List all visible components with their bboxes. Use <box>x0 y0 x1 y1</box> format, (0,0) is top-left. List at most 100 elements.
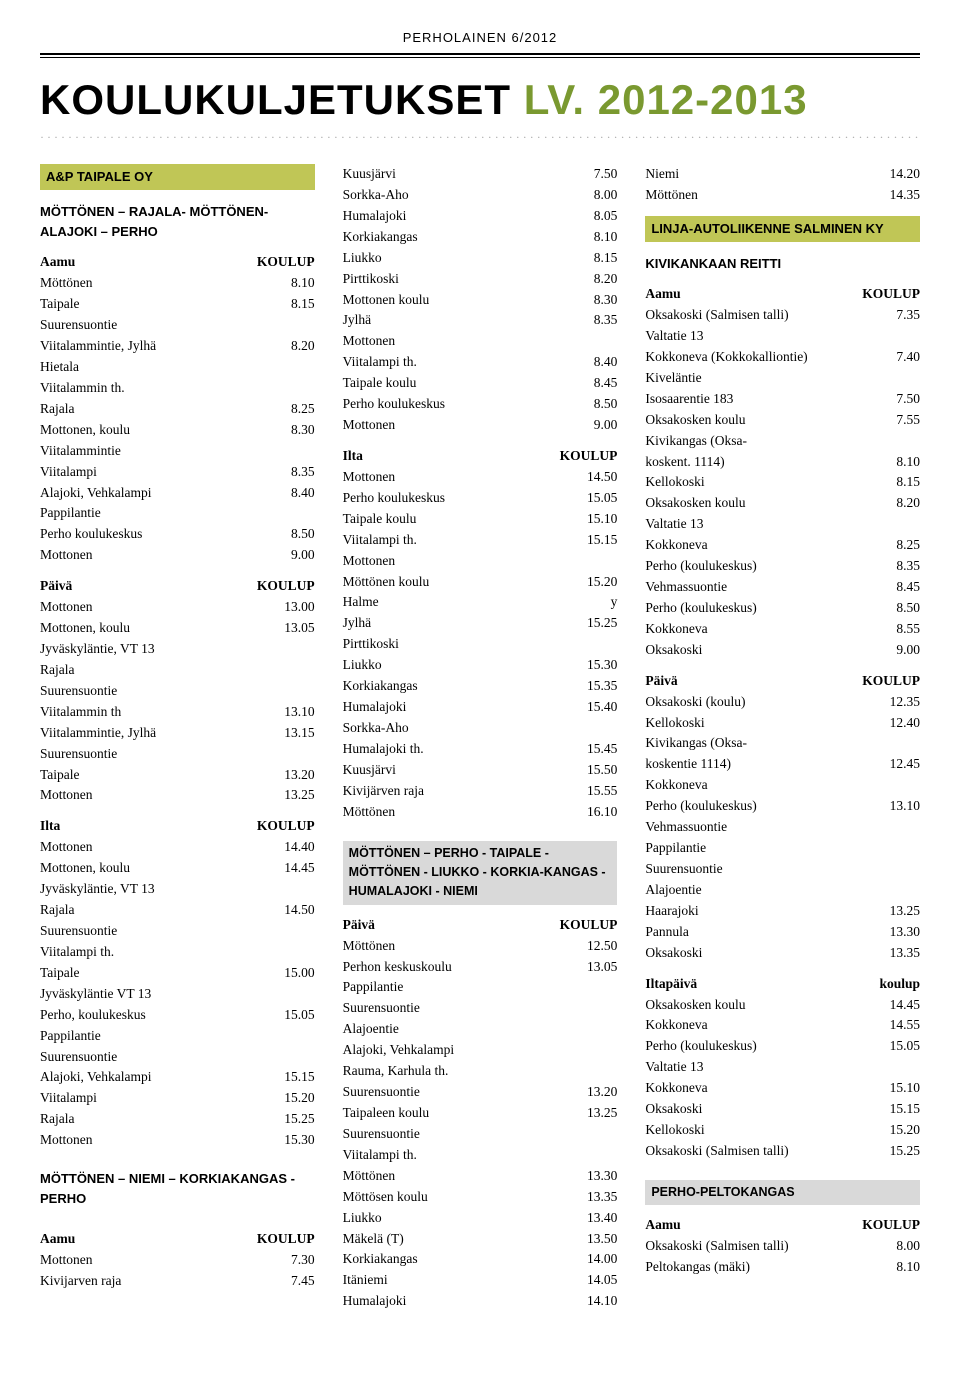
stop-name: Perho koulukeskus <box>343 394 568 415</box>
stop-time: 8.00 <box>870 1236 920 1257</box>
schedule-row: Korkiakangas14.00 <box>343 1249 618 1270</box>
schedule-row: Viitalampi th.8.40 <box>343 352 618 373</box>
schedule-heading-row: AamuKOULUP <box>40 1229 315 1250</box>
schedule-row: Taipaleen koulu13.25 <box>343 1103 618 1124</box>
schedule-row: Humalajoki8.05 <box>343 206 618 227</box>
schedule-row: Sorkka-Aho <box>343 718 618 739</box>
spacer <box>40 566 315 576</box>
stop-name: Niemi <box>645 164 870 185</box>
schedule-heading-row: PäiväKOULUP <box>40 576 315 597</box>
schedule-row: Mottonen, koulu13.05 <box>40 618 315 639</box>
stop-time: 15.15 <box>265 1067 315 1088</box>
stop-name: Humalajoki th. <box>343 739 568 760</box>
stop-time <box>265 984 315 1005</box>
schedule-heading-right: KOULUP <box>249 576 315 597</box>
stop-name: Alajoki, Vehkalampi <box>343 1040 568 1061</box>
stop-name: Taipale <box>40 963 265 984</box>
stop-name: Mottonen <box>343 415 568 436</box>
schedule-row: Kivikangas (Oksa- <box>645 733 920 754</box>
schedule-row: Möttönen koulu15.20 <box>343 572 618 593</box>
stop-name: Pappilantie <box>645 838 870 859</box>
stop-time <box>870 1057 920 1078</box>
stop-name: Möttösen koulu <box>343 1187 568 1208</box>
stop-time <box>567 998 617 1019</box>
stop-time: 13.05 <box>567 957 617 978</box>
stop-name: Oksakoski (koulu) <box>645 692 870 713</box>
schedule-row: Möttönen16.10 <box>343 802 618 823</box>
schedule-row: Kellokoski12.40 <box>645 713 920 734</box>
schedule-row: Perho (koulukeskus)13.10 <box>645 796 920 817</box>
schedule-row: Sorkka-Aho8.00 <box>343 185 618 206</box>
schedule-row: Viitalampi th. <box>40 942 315 963</box>
schedule-row: Peltokangas (mäki)8.10 <box>645 1257 920 1278</box>
stop-name: Perho (koulukeskus) <box>645 598 870 619</box>
stop-name: Oksakosken koulu <box>645 995 870 1016</box>
stop-name: Oksakoski <box>645 640 870 661</box>
stop-time: 7.40 <box>870 347 920 368</box>
stop-name: Suurensuontie <box>343 998 568 1019</box>
stop-time: 8.10 <box>870 1257 920 1278</box>
stop-name: Oksakoski <box>645 943 870 964</box>
schedule-row: Mottonen7.30 <box>40 1250 315 1271</box>
schedule-heading-right: KOULUP <box>552 915 618 936</box>
title-text-a: KOULUKULJETUKSET <box>40 76 524 123</box>
stop-time: 15.10 <box>870 1078 920 1099</box>
stop-time: 15.30 <box>265 1130 315 1151</box>
stop-time <box>567 1040 617 1061</box>
stop-time: 14.45 <box>870 995 920 1016</box>
stop-name: Sorkka-Aho <box>343 185 568 206</box>
schedule-row: Mäkelä (T)13.50 <box>343 1229 618 1250</box>
stop-name: Kuusjärvi <box>343 760 568 781</box>
stop-name: Kokkoneva <box>645 1015 870 1036</box>
schedule-row: Alajoki, Vehkalampi8.40 <box>40 483 315 504</box>
stop-name: Viitalampi <box>40 462 265 483</box>
schedule-row: Viitalampi th. <box>343 1145 618 1166</box>
stop-name: Mottonen <box>40 597 265 618</box>
stop-time <box>265 942 315 963</box>
stop-time <box>265 315 315 336</box>
stop-name: Viitalampi th. <box>343 530 568 551</box>
stop-time: 14.35 <box>870 185 920 206</box>
stop-time: 8.10 <box>870 452 920 473</box>
stop-name: Korkiakangas <box>343 1249 568 1270</box>
stop-name: Valtatie 13 <box>645 326 870 347</box>
stop-time: 13.05 <box>265 618 315 639</box>
schedule-row: Suurensuontie <box>343 998 618 1019</box>
stop-name: Perho (koulukeskus) <box>645 556 870 577</box>
stop-time: 13.25 <box>265 785 315 806</box>
stop-name: Korkiakangas <box>343 676 568 697</box>
stop-name: Viitalammintie, Jylhä <box>40 723 265 744</box>
stop-time: 15.25 <box>567 613 617 634</box>
schedule-heading-left: Päivä <box>343 915 552 936</box>
schedule-heading-left: Ilta <box>343 446 552 467</box>
schedule-row: Haarajoki13.25 <box>645 901 920 922</box>
schedule-row: Kellokoski8.15 <box>645 472 920 493</box>
stop-time: 8.35 <box>567 310 617 331</box>
stop-time <box>567 1019 617 1040</box>
stop-time: 15.40 <box>567 697 617 718</box>
column-2: Kuusjärvi7.50Sorkka-Aho8.00Humalajoki8.0… <box>343 164 618 1312</box>
stop-name: Kokkoneva (Kokkokalliontie) <box>645 347 870 368</box>
stop-name: Taipale <box>40 294 265 315</box>
schedule-row: Vehmassuontie <box>645 817 920 838</box>
schedule-heading-row: AamuKOULUP <box>40 252 315 273</box>
schedule-row: Korkiakangas15.35 <box>343 676 618 697</box>
stop-time: 15.30 <box>567 655 617 676</box>
schedule-row: Oksakosken koulu8.20 <box>645 493 920 514</box>
stop-name: Kellokoski <box>645 713 870 734</box>
stop-time: 15.35 <box>567 676 617 697</box>
stop-time <box>265 744 315 765</box>
schedule-row: Rauma, Karhula th. <box>343 1061 618 1082</box>
stop-name: Viitalammintie, Jylhä <box>40 336 265 357</box>
stop-name: Jyväskyläntie, VT 13 <box>40 879 265 900</box>
operator-header: LINJA-AUTOLIIKENNE SALMINEN KY <box>645 216 920 242</box>
stop-time: 13.35 <box>870 943 920 964</box>
schedule-row: Perho (koulukeskus)15.05 <box>645 1036 920 1057</box>
schedule-row: Jylhä8.35 <box>343 310 618 331</box>
schedule-row: Jylhä15.25 <box>343 613 618 634</box>
schedule-row: Viitalammin th13.10 <box>40 702 315 723</box>
schedule-row: Möttönen8.10 <box>40 273 315 294</box>
schedule-heading-right: KOULUP <box>249 252 315 273</box>
schedule-row: Kokkoneva14.55 <box>645 1015 920 1036</box>
stop-name: Taipale <box>40 765 265 786</box>
